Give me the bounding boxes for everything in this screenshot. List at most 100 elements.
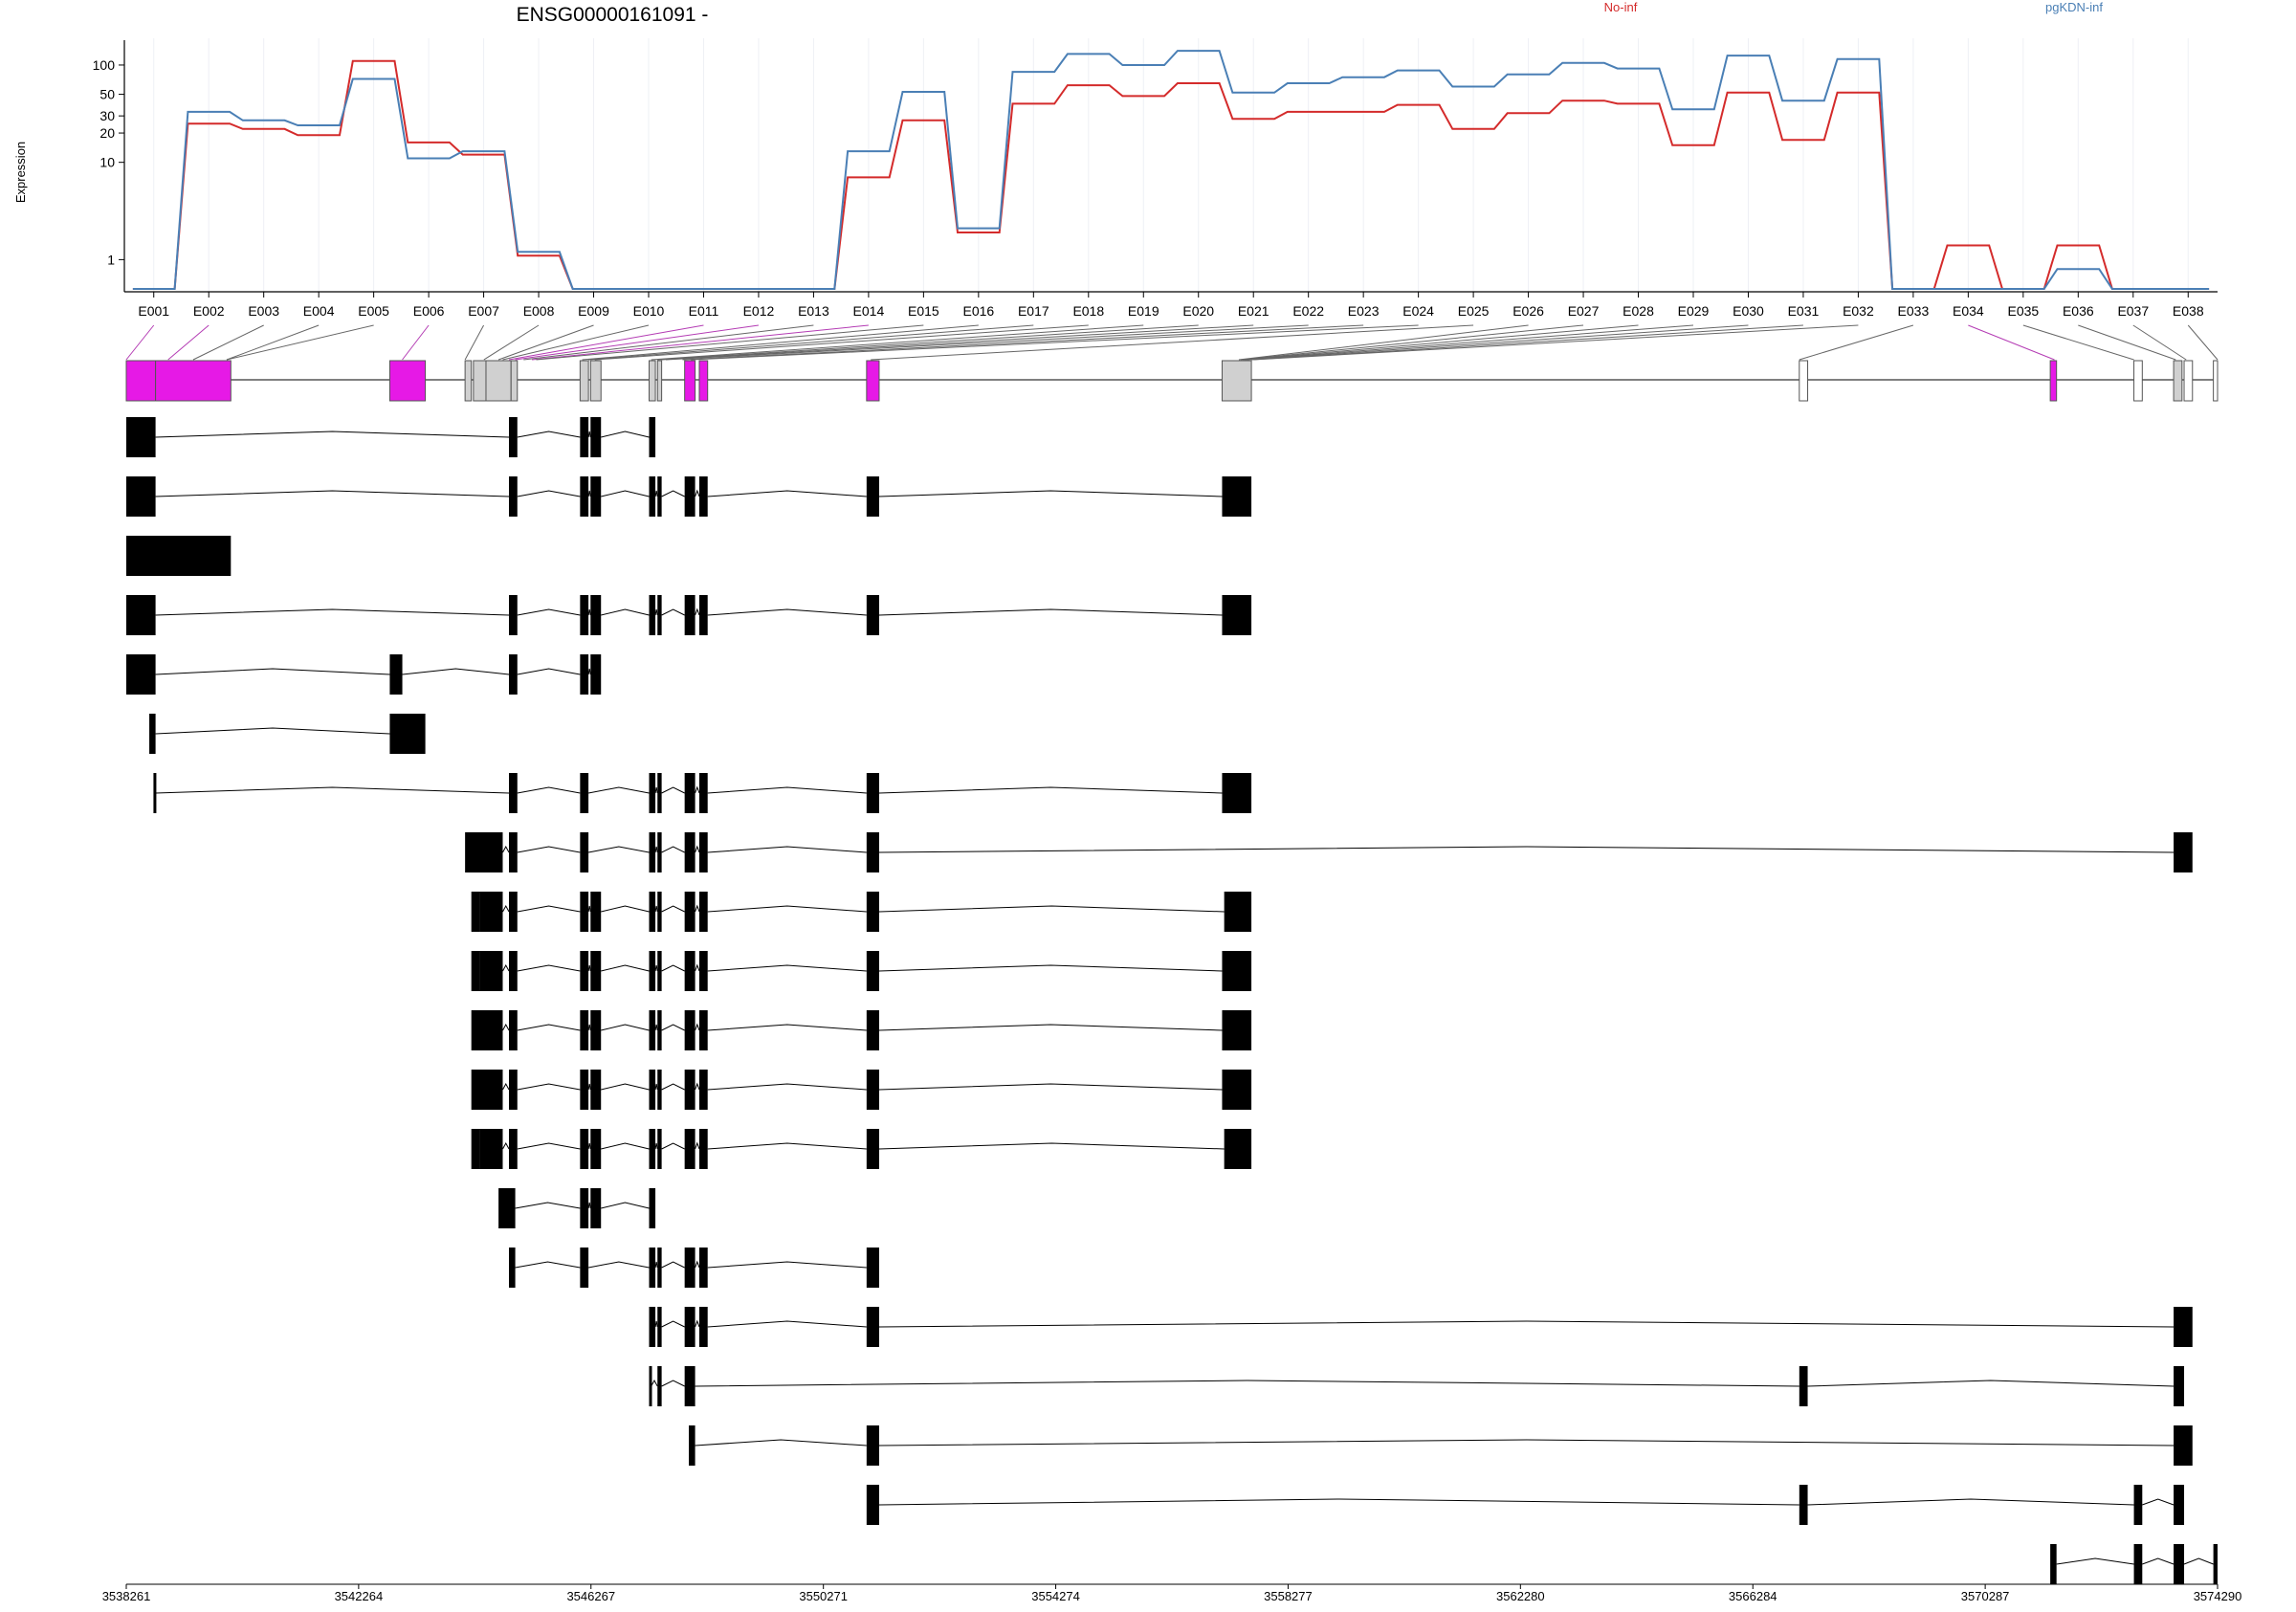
transcript-exon [657,1248,662,1288]
exon-connector [402,324,430,361]
transcript-intron [2142,1557,2175,1565]
transcript-intron [654,1320,658,1328]
transcript-intron [502,963,510,972]
transcript-intron [707,964,867,972]
transcript-exon [649,1307,656,1347]
transcript-exon [684,1307,695,1347]
transcript-exon [698,476,708,517]
transcript-intron [695,1082,700,1091]
transcript-intron [515,1202,581,1209]
transcript-intron [707,1083,867,1091]
exon-connector [657,324,1199,361]
transcript-intron [2056,1557,2134,1565]
transcript-exon [649,1248,656,1288]
genomic-axis-label: 3570287 [1961,1589,2010,1603]
exon-connector [651,324,1144,361]
gene-model-exon [2173,360,2183,402]
transcript-exon [684,892,695,932]
gene-model-exon [388,360,427,402]
transcript-intron [661,1024,685,1031]
exon-connector [1253,324,1859,361]
exon-connector [226,324,320,361]
exon-connector [515,324,760,361]
exon-connector [1799,324,1914,361]
gene-model-exon [473,360,487,402]
transcript-exon [698,832,708,872]
transcript-intron [695,1319,700,1328]
exon-connector [2187,324,2219,361]
exon-connector [594,324,1089,361]
transcript-intron [707,1024,867,1031]
transcript-intron [601,964,650,972]
transcript-intron [651,1379,658,1387]
gene-model-exon [698,360,709,402]
transcript-intron [661,490,685,497]
exon-connector [682,324,1364,361]
transcript-exon [657,892,662,932]
transcript-intron [707,905,867,913]
transcript-intron [588,846,650,853]
transcript-exon [698,1248,708,1288]
transcript-exon [509,832,518,872]
transcript-intron [661,608,685,616]
gene-model-exon [2213,360,2219,402]
transcript-intron [502,1082,510,1091]
transcript-exon [649,951,656,991]
transcript-intron [707,1320,867,1328]
transcript-exon [649,476,656,517]
transcript-exon [1222,951,1252,991]
transcript-exon [590,417,602,457]
transcript-intron [502,1141,510,1150]
transcript-intron [601,608,650,616]
transcript-intron [587,1024,591,1031]
transcript-exon [2174,1307,2193,1347]
transcript-intron [654,1142,658,1150]
genomic-axis-label: 3542264 [335,1589,384,1603]
exon-connector [508,324,704,361]
genomic-axis-label: 3558277 [1264,1589,1313,1603]
transcript-exon [684,1129,695,1169]
transcript-intron [155,490,510,497]
transcript-intron [707,1142,867,1150]
transcript-exon [1224,1129,1252,1169]
transcript-intron [661,1083,685,1091]
gene-model-exon [866,360,880,402]
gene-model-exon [2183,360,2194,402]
transcript-intron [587,905,591,913]
transcript-exon [471,1129,480,1169]
exon-connector [226,324,374,361]
exon-connector [464,324,485,361]
genomic-axis-label: 3550271 [799,1589,848,1603]
exon-connector [497,324,594,361]
transcript-intron [587,1142,591,1150]
transcript-exon [465,832,503,872]
transcript-exon [649,832,656,872]
transcript-exon [866,1248,879,1288]
transcript-exon [509,892,518,932]
x-tick-label: E008 [523,303,555,319]
x-tick-label: E030 [1733,303,1764,319]
transcript-exon [2174,1425,2193,1466]
transcript-exon [126,417,156,457]
transcript-exon [580,654,589,695]
transcript-exon [1222,595,1252,635]
x-tick-label: E027 [1568,303,1600,319]
transcript-intron [695,963,700,972]
transcript-intron [515,1261,581,1269]
transcript-exon [479,892,503,932]
transcript-exon [689,1425,695,1466]
transcript-exon [684,773,695,813]
x-tick-label: E024 [1402,303,1434,319]
transcript-intron [517,668,581,675]
exon-connector [2022,324,2134,361]
transcript-exon [389,654,403,695]
transcript-intron [878,1083,1223,1091]
transcript-intron [707,1261,867,1269]
transcript-exon [471,1070,503,1110]
transcript-intron [695,607,700,616]
transcript-exon [684,595,695,635]
y-tick-label: 10 [99,155,115,170]
transcript-intron [878,608,1223,616]
exon-connector [691,324,1419,361]
transcript-exon [580,832,589,872]
